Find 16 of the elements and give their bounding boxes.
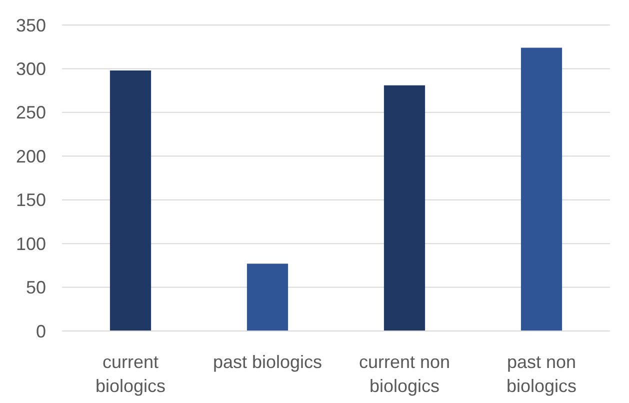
y-tick-label: 50	[26, 278, 46, 298]
bar	[384, 85, 426, 331]
bar	[246, 264, 288, 331]
bar	[520, 48, 562, 331]
y-tick-label: 0	[36, 321, 46, 342]
y-tick-label: 150	[16, 190, 46, 210]
x-tick-label: past non biologics	[506, 352, 577, 396]
y-tick-label: 100	[16, 234, 46, 254]
x-tick-label: current biologics	[95, 352, 166, 396]
x-tick-label: past biologics	[212, 352, 322, 372]
bar	[110, 70, 152, 331]
x-tick-label: current non biologics	[358, 352, 450, 396]
y-tick-label: 300	[16, 59, 46, 80]
y-tick-label: 200	[16, 146, 46, 166]
y-tick-label: 350	[16, 15, 46, 36]
y-tick-label: 250	[16, 102, 46, 123]
